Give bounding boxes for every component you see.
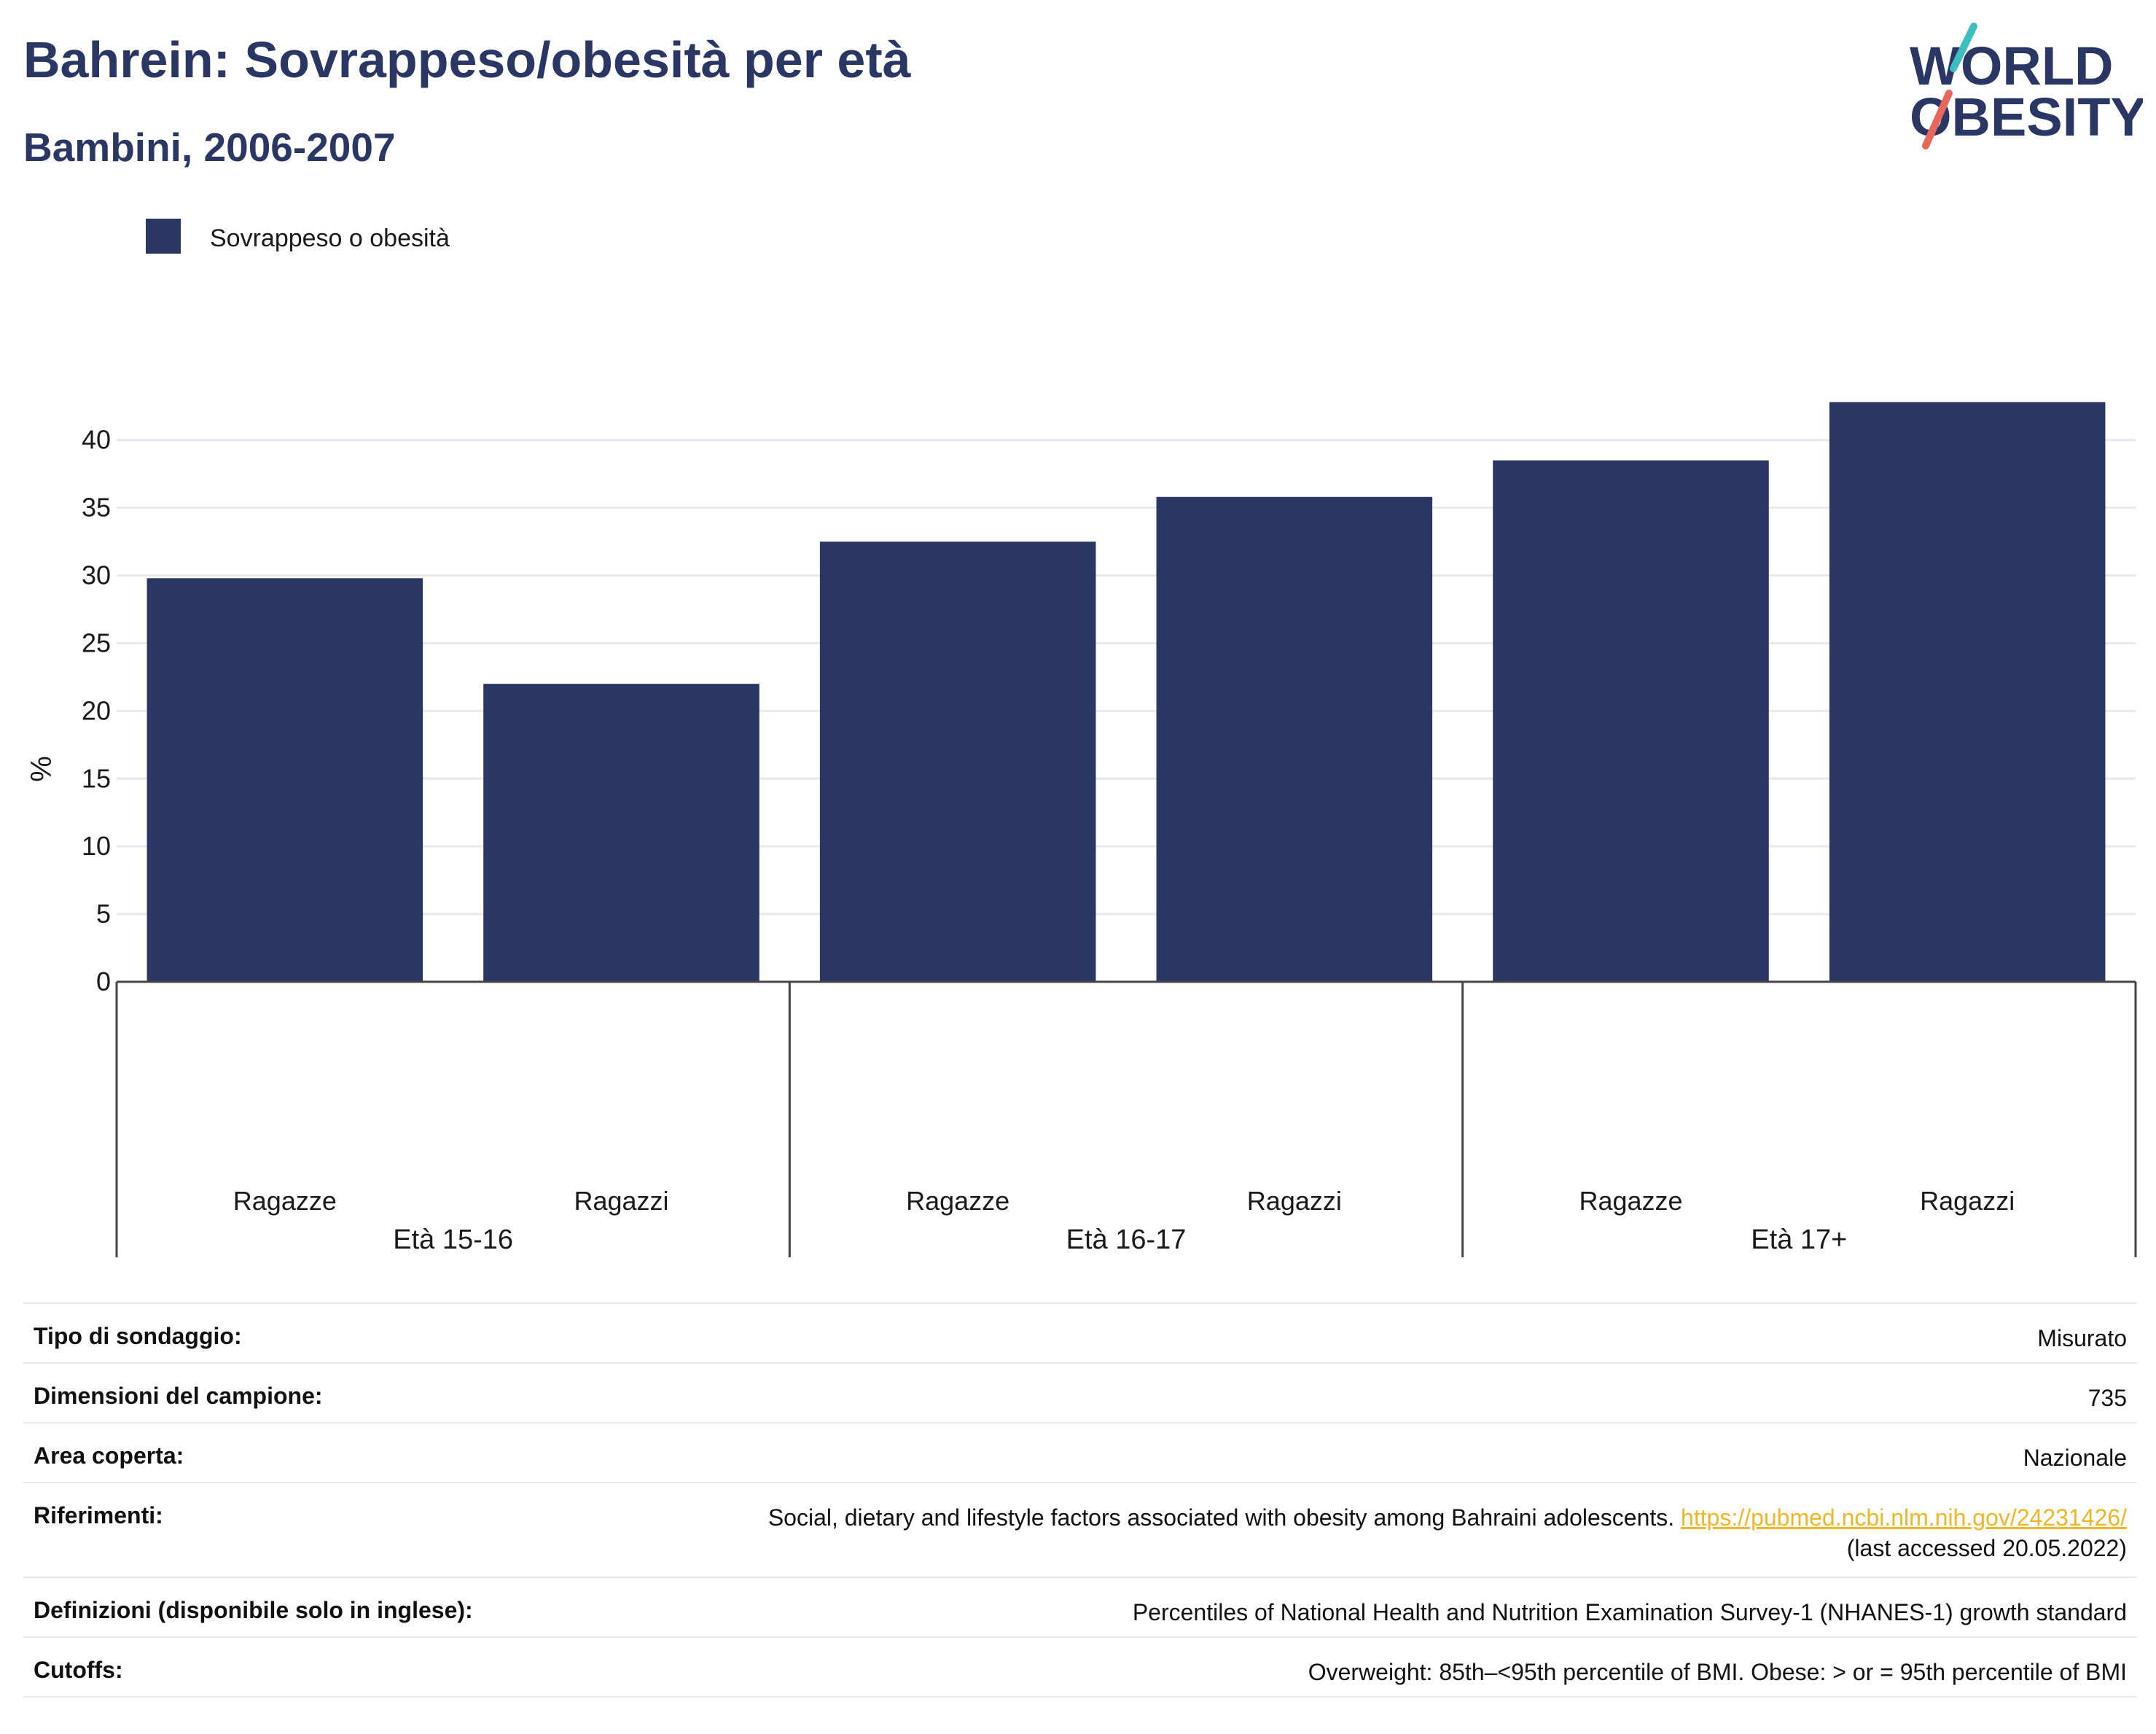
world-obesity-logo: WORLD OBESITY [1910,23,2143,149]
metadata-value-text: Nazionale [2023,1445,2127,1471]
y-tick-label: 20 [82,695,111,725]
y-tick-label: 25 [82,628,111,657]
logo-slash-top [1950,23,1977,72]
metadata-label: Area coperta: [34,1442,184,1469]
x-tick-label: Ragazzi [1247,1186,1342,1216]
metadata-row: Definizioni (disponibile solo in inglese… [23,1577,2137,1637]
metadata-row: Riferimenti: Social, dietary and lifestyl… [23,1483,2137,1577]
metadata-label: Tipo di sondaggio: [34,1323,242,1349]
metadata-label: Cutoffs: [34,1657,123,1683]
metadata-table: Tipo di sondaggio: Misurato Dimensioni del… [23,1303,2137,1698]
metadata-value: Misurato [552,1303,2137,1363]
metadata-label: Riferimenti: [34,1502,163,1528]
y-tick-label: 15 [82,763,111,793]
metadata-row: Cutoffs: Overweight: 85th–<95th percentil… [23,1637,2137,1697]
y-tick-label: 40 [82,425,111,455]
y-tick-label: 35 [82,493,111,523]
y-tick-label: 0 [96,966,111,996]
group-label: Età 17+ [1751,1225,1847,1255]
bar [1829,402,2106,982]
metadata-row: Tipo di sondaggio: Misurato [23,1303,2137,1363]
y-tick-label: 5 [96,899,111,929]
y-tick-label: 30 [82,561,111,590]
metadata-value: Social, dietary and lifestyle factors as… [552,1483,2137,1577]
x-tick-label: Ragazzi [1920,1186,2015,1216]
metadata-value: Percentiles of National Health and Nutri… [552,1577,2137,1637]
metadata-value: Overweight: 85th–<95th percentile of BMI… [552,1637,2137,1697]
metadata-row: Dimensioni del campione: 735 [23,1363,2137,1423]
bar [1493,460,1769,982]
x-tick-label: Ragazze [906,1186,1009,1216]
legend-swatch [146,219,181,254]
bar [483,684,759,982]
metadata-value: 735 [552,1363,2137,1423]
group-label: Età 15-16 [393,1225,513,1255]
logo-slash-bottom [1922,90,1953,149]
metadata-value-text: Social, dietary and lifestyle factors as… [768,1504,1675,1531]
metadata-value-text: Percentiles of National Health and Nutri… [1132,1599,2127,1625]
legend-label: Sovrappeso o obesità [210,224,450,252]
reference-link[interactable]: https://pubmed.ncbi.nlm.nih.gov/24231426… [1681,1504,2127,1531]
x-tick-label: Ragazze [233,1186,337,1216]
metadata-value-text: Misurato [2037,1325,2127,1351]
metadata-row: Area coperta: Nazionale [23,1423,2137,1483]
bar [1156,496,1433,982]
y-axis-title: % [26,756,58,782]
bar-chart: Sovrappeso o obesità 0 5 10 15 20 25 30 35 40% Rag… [26,219,2137,1257]
metadata-value-text: Overweight: 85th–<95th percentile of BMI… [1308,1659,2127,1685]
x-tick-label: Ragazzi [574,1186,668,1216]
metadata-value: Nazionale [552,1423,2137,1483]
metadata-label: Definizioni (disponibile solo in inglese… [34,1597,473,1623]
x-tick-label: Ragazze [1579,1186,1682,1216]
metadata-value-text: 735 [2087,1385,2127,1411]
bar [819,542,1096,982]
reference-note: (last accessed 20.05.2022) [1846,1535,2127,1561]
logo-line-1: WORLD [1910,36,2114,96]
metadata-label: Dimensioni del campione: [34,1383,323,1409]
bar [147,578,423,982]
chart-subtitle: Bambini, 2006-2007 [23,125,396,170]
chart-title: Bahrein: Sovrappeso/obesità per età [23,31,911,88]
group-label: Età 16-17 [1066,1225,1187,1255]
y-tick-label: 10 [82,831,111,861]
